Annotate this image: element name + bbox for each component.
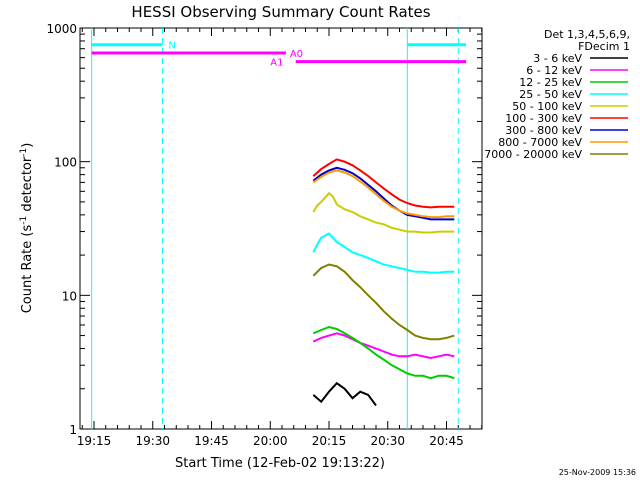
x-tick-label: 20:30 <box>370 434 405 448</box>
x-tick-label: 19:45 <box>194 434 229 448</box>
y-axis-label-end: ) <box>20 143 35 148</box>
x-tick-label: 20:15 <box>312 434 347 448</box>
series-line <box>312 332 455 360</box>
legend-label: 800 - 7000 keV <box>498 136 582 149</box>
y-tick-label: 10 <box>62 289 77 303</box>
x-tick-label: 19:15 <box>77 434 112 448</box>
legend-label: 12 - 25 keV <box>519 76 582 89</box>
series-line <box>312 381 377 407</box>
y-axis-label-mid: detector <box>20 156 35 216</box>
x-axis-label: Start Time (12-Feb-02 19:13:22) <box>175 456 385 471</box>
y-tick-label: 1000 <box>46 22 77 36</box>
x-tick-label: 20:00 <box>253 434 288 448</box>
footer-timestamp: 25-Nov-2009 15:36 <box>559 468 636 477</box>
series-line <box>312 166 455 221</box>
series-line <box>312 263 455 341</box>
plot-frame <box>79 27 483 430</box>
legend-header-line-2: FDecim 1 <box>578 40 630 53</box>
mode-bar-label: A1 <box>270 58 283 69</box>
y-axis-label: Count Rate (s-1 detector-1) <box>19 143 35 314</box>
series-line <box>312 232 455 274</box>
y-axis-label-main: Count Rate (s <box>20 225 35 314</box>
legend-label: 100 - 300 keV <box>505 112 582 125</box>
mode-bar-label: A0 <box>290 49 303 60</box>
x-tick-label: 19:30 <box>135 434 170 448</box>
x-axis-ticks: 19:15 19:30 19:45 20:00 20:15 20:30 20:45 <box>77 28 483 448</box>
legend-label: 7000 - 20000 keV <box>484 148 582 161</box>
series-group <box>312 158 455 407</box>
series-line <box>312 169 455 219</box>
y-axis-label-sup1: -1 <box>19 216 29 225</box>
legend-label: 50 - 100 keV <box>512 100 582 113</box>
legend-label: 3 - 6 keV <box>533 52 582 65</box>
y-axis-ticks: 1 10 100 1000 <box>46 22 482 437</box>
legend-label: 6 - 12 keV <box>526 64 582 77</box>
legend-label: 25 - 50 keV <box>519 88 582 101</box>
chart-title: HESSI Observing Summary Count Rates <box>131 3 430 21</box>
series-line <box>312 158 455 209</box>
series-line <box>312 325 455 380</box>
x-tick-label: 20:45 <box>429 434 464 448</box>
legend-header-line-1: Det 1,3,4,5,6,9, <box>544 28 630 41</box>
y-tick-label: 100 <box>54 156 77 170</box>
y-tick-label: 1 <box>69 423 77 437</box>
legend-label: 300 - 800 keV <box>505 124 582 137</box>
series-line <box>312 191 455 234</box>
y-axis-label-sup2: -1 <box>19 148 29 157</box>
annotation-lines: N A0 A1 <box>91 28 467 429</box>
mode-bar-label: N <box>168 41 175 52</box>
